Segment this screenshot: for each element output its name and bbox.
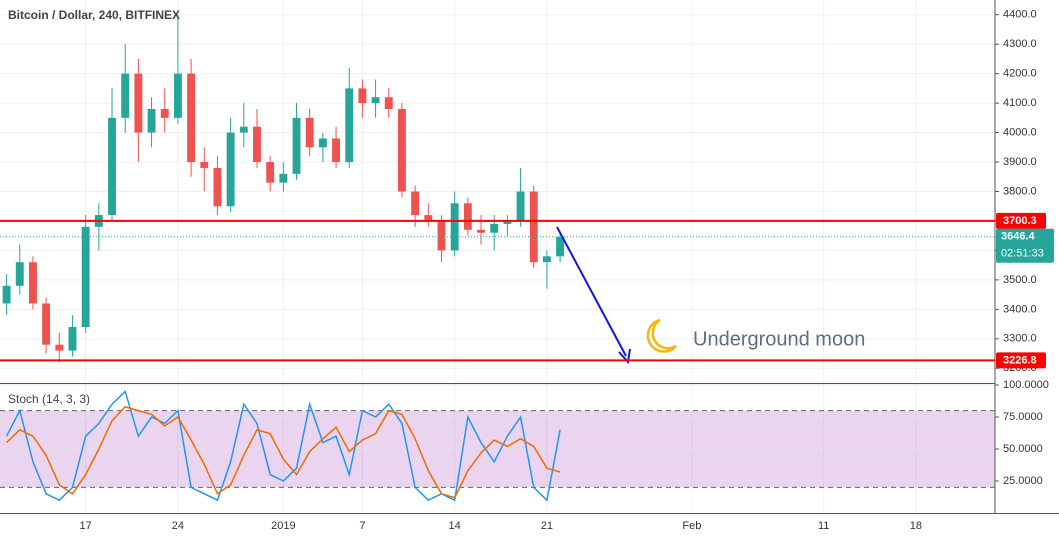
candle-body xyxy=(279,173,288,183)
candle-body xyxy=(398,109,406,192)
candle-body xyxy=(42,303,51,345)
last-price-tag xyxy=(996,228,1054,263)
candle-body xyxy=(173,73,182,118)
candle-body xyxy=(160,109,169,118)
y-tick-label: 4200.0 xyxy=(1003,68,1037,80)
candle-body xyxy=(147,109,156,133)
candle-body xyxy=(266,162,275,183)
candle-body xyxy=(358,88,367,104)
level-label: 3226.8 xyxy=(1003,354,1037,366)
candle-body xyxy=(345,88,354,163)
candle-body xyxy=(81,226,90,328)
y-tick-label: 3800.0 xyxy=(1003,185,1037,197)
x-tick-label: 24 xyxy=(172,520,184,532)
level-tag xyxy=(996,212,1046,229)
stoch-tick-label: 50.0000 xyxy=(1003,443,1043,455)
candle-body xyxy=(28,262,37,304)
candle-body xyxy=(556,236,565,257)
marks xyxy=(2,14,565,502)
chart-title: Bitcoin / Dollar, 240, BITFINEX xyxy=(8,8,180,22)
candle-body xyxy=(15,262,24,286)
y-tick-label: 3400.0 xyxy=(1003,303,1037,315)
annotation: Underground moon xyxy=(693,328,865,350)
x-tick-label: Feb xyxy=(682,520,701,532)
candle-body xyxy=(108,117,116,216)
candle-body xyxy=(121,73,130,118)
candle-body xyxy=(239,126,248,133)
candle-body xyxy=(305,117,314,148)
indicator-name: Stoch (14, 3, 3) xyxy=(8,392,90,406)
candle-body xyxy=(226,132,235,207)
candle-body xyxy=(384,97,393,110)
candle-body xyxy=(463,203,472,230)
moon-icon xyxy=(646,318,677,353)
arrow-head xyxy=(618,348,631,365)
stoch-tick-label: 25.0000 xyxy=(1003,475,1043,487)
candle-body xyxy=(200,162,209,168)
candle-body xyxy=(450,203,459,251)
candle-body xyxy=(332,138,341,163)
candle-body xyxy=(68,327,77,351)
stoch-line xyxy=(6,405,561,499)
candle-body xyxy=(437,220,446,251)
candle-body xyxy=(292,117,301,174)
x-tick-label: 21 xyxy=(541,520,553,532)
stoch-line xyxy=(5,389,561,502)
candle-body xyxy=(490,223,499,233)
x-tick-label: 18 xyxy=(910,520,922,532)
last-price-label: 3646.4 xyxy=(1001,231,1036,243)
x-tick-label: 7 xyxy=(359,520,365,532)
candle-body xyxy=(411,191,420,216)
level-label: 3700.3 xyxy=(1003,215,1037,227)
candle-body xyxy=(542,256,551,263)
candle-body xyxy=(2,285,11,304)
candle-body xyxy=(213,167,222,207)
y-tick-label: 4400.0 xyxy=(1003,9,1037,21)
candle-body xyxy=(516,191,525,221)
y-tick-label: 3300.0 xyxy=(1003,333,1037,345)
grid xyxy=(0,0,995,513)
countdown: 02:51:33 xyxy=(1001,248,1044,260)
x-tick-label: 17 xyxy=(80,520,92,532)
stoch-tick-label: 100.0000 xyxy=(1003,379,1049,391)
x-tick-label: 11 xyxy=(818,520,829,532)
candle-body xyxy=(477,229,485,233)
y-tick-label: 4100.0 xyxy=(1003,97,1037,109)
y-tick-label: 4300.0 xyxy=(1003,38,1037,50)
candle-body xyxy=(424,215,433,221)
candle-body xyxy=(503,220,512,224)
y-tick-label: 3900.0 xyxy=(1003,156,1037,168)
candle-body xyxy=(318,138,327,148)
candle-body xyxy=(253,126,261,163)
y-tick-label: 3500.0 xyxy=(1003,274,1037,286)
arrow xyxy=(556,226,627,357)
x-tick-label: 14 xyxy=(449,520,461,532)
stoch-tick-label: 75.0000 xyxy=(1003,411,1043,423)
candle-body xyxy=(55,344,64,351)
x-tick-label: 2019 xyxy=(271,520,295,532)
candle-body xyxy=(187,73,196,163)
candle-body xyxy=(529,191,538,263)
candle-body xyxy=(371,97,380,104)
y-tick-label: 4000.0 xyxy=(1003,126,1037,138)
candle-body xyxy=(134,73,143,133)
level-tag xyxy=(996,352,1046,369)
